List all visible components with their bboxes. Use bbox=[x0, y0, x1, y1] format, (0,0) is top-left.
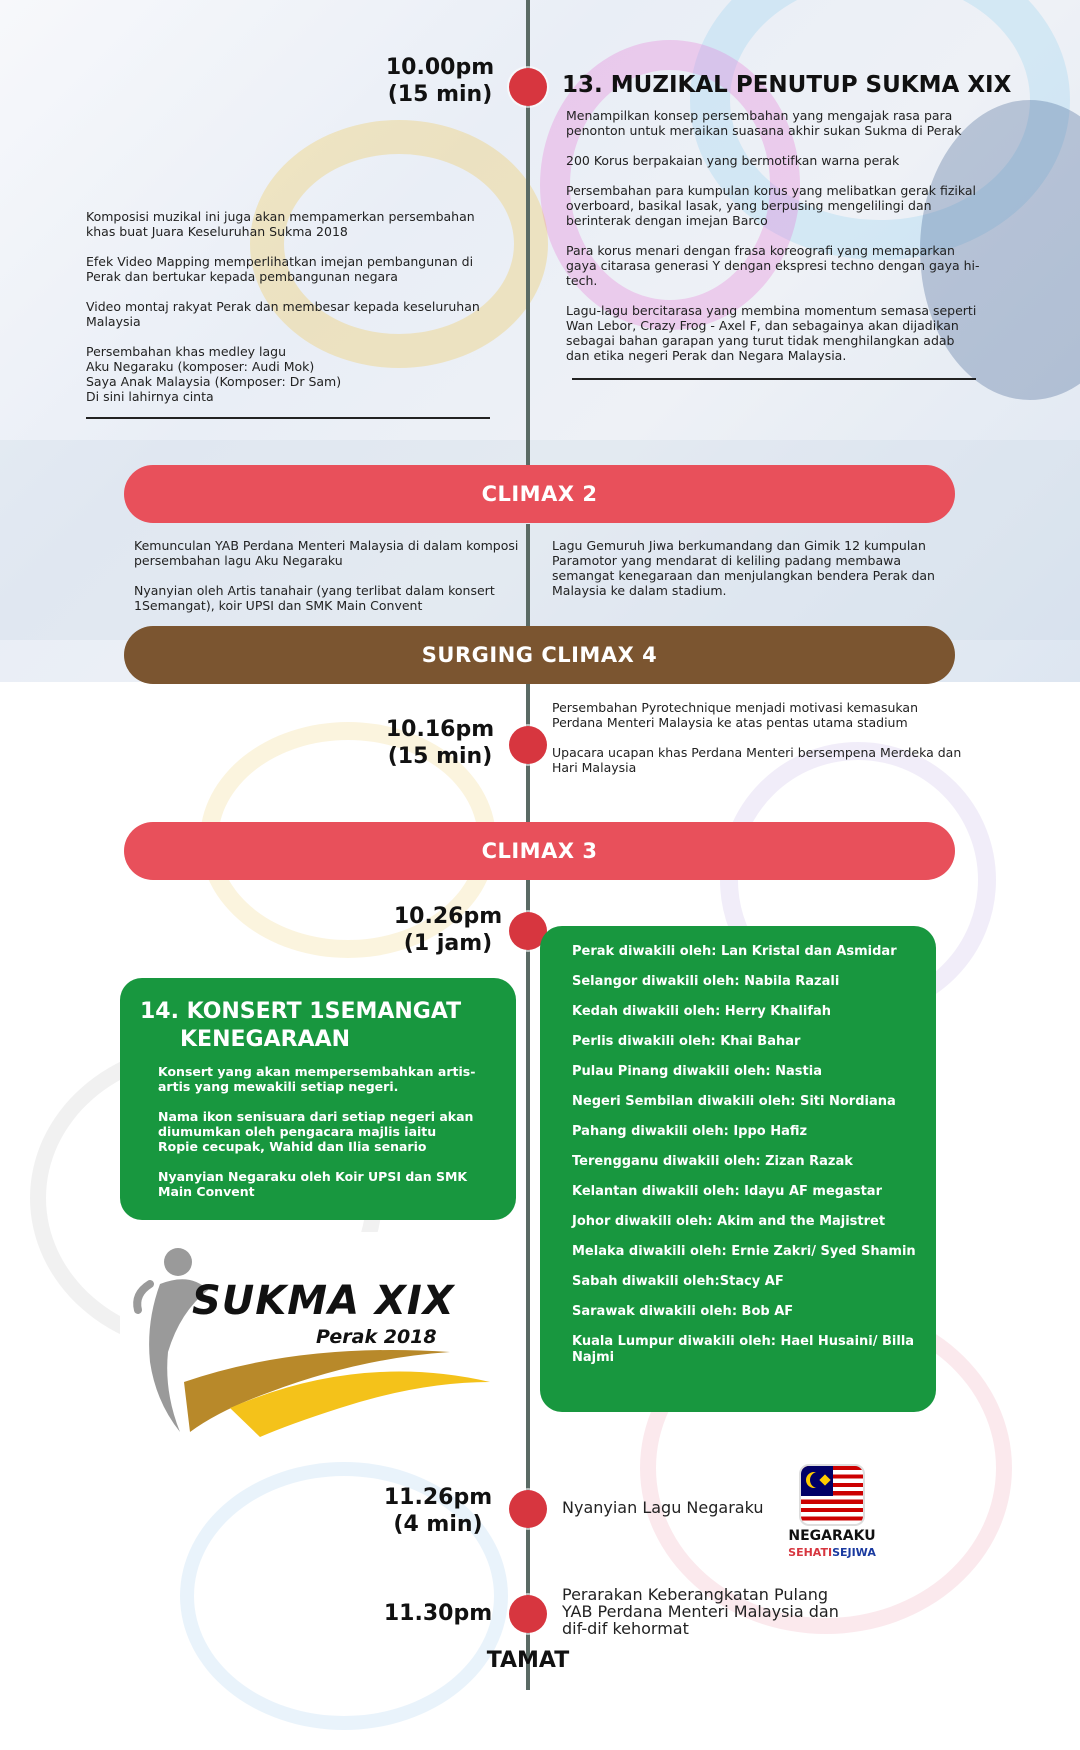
time-label: 10.16pm (15 min) bbox=[380, 716, 500, 770]
block13-left-text: Komposisi muzikal ini juga akan mempamer… bbox=[86, 209, 496, 404]
timeline-dot bbox=[509, 726, 547, 764]
sukma-logo-graphic bbox=[133, 1248, 490, 1437]
time-label: 11.26pm (4 min) bbox=[378, 1484, 498, 1538]
time-value: 10.26pm bbox=[393, 904, 503, 929]
surging-climax-banner: SURGING CLIMAX 4 bbox=[124, 626, 955, 684]
final-text: Perarakan Keberangkatan Pulang YAB Perda… bbox=[562, 1586, 839, 1637]
medley-line: Persembahan khas medley lagu bbox=[86, 344, 287, 359]
time-duration: (15 min) bbox=[387, 82, 493, 107]
paragraph: Nyanyian Negaraku oleh Koir UPSI dan SMK… bbox=[158, 1169, 468, 1199]
list-item: Perlis diwakili oleh: Khai Bahar bbox=[572, 1034, 801, 1049]
paragraph: Konsert yang akan mempersembahkan artis-… bbox=[158, 1064, 476, 1094]
paragraph: Persembahan Pyrotechnique menjadi motiva… bbox=[552, 700, 918, 730]
medley-line: Saya Anak Malaysia (Komposer: Dr Sam) bbox=[86, 374, 342, 389]
end-label: TAMAT bbox=[486, 1648, 570, 1673]
sukma-logo-title: SUKMA XIX bbox=[192, 1278, 455, 1324]
malaysia-flag-icon bbox=[799, 1464, 865, 1526]
paragraph: Nama ikon senisuara dari setiap negeri a… bbox=[158, 1109, 474, 1154]
timeline-dot bbox=[509, 1595, 547, 1633]
paragraph: Nyanyian oleh Artis tanahair (yang terli… bbox=[134, 583, 495, 613]
list-item: Sabah diwakili oleh:Stacy AF bbox=[572, 1274, 784, 1289]
medley-line: Aku Negaraku (komposer: Audi Mok) bbox=[86, 359, 315, 374]
konsert-card: 14. KONSERT 1SEMANGAT KENEGARAAN Konsert… bbox=[120, 978, 516, 1220]
list-item: Kedah diwakili oleh: Herry Khalifah bbox=[572, 1004, 832, 1019]
surging-text: Persembahan Pyrotechnique menjadi motiva… bbox=[552, 700, 962, 775]
list-item: Sarawak diwakili oleh: Bob AF bbox=[572, 1304, 794, 1319]
negaraku-badge: NEGARAKU SEHATISEJIWA bbox=[772, 1462, 892, 1562]
paragraph: 200 Korus berpakaian yang bermotifkan wa… bbox=[566, 153, 900, 168]
paragraph: Persembahan para kumpulan korus yang mel… bbox=[566, 183, 977, 228]
climax2-banner: CLIMAX 2 bbox=[124, 465, 955, 523]
list-item: Pahang diwakili oleh: Ippo Hafiz bbox=[572, 1124, 808, 1139]
list-item: Perak diwakili oleh: Lan Kristal dan Asm… bbox=[572, 944, 897, 959]
time-value: 10.00pm bbox=[385, 55, 495, 80]
paragraph: Lagu Gemuruh Jiwa berkumandang dan Gimik… bbox=[552, 538, 935, 598]
time-value: 11.26pm bbox=[383, 1485, 493, 1510]
divider bbox=[86, 417, 490, 419]
paragraph: Menampilkan konsep persembahan yang meng… bbox=[566, 108, 962, 138]
timeline-line bbox=[526, 880, 530, 1690]
time-duration: (15 min) bbox=[387, 744, 493, 769]
paragraph: Video montaj rakyat Perak dan membesar k… bbox=[86, 299, 480, 329]
list-item: Pulau Pinang diwakili oleh: Nastia bbox=[572, 1064, 822, 1079]
paragraph: Komposisi muzikal ini juga akan mempamer… bbox=[86, 209, 475, 239]
timeline-dot bbox=[509, 68, 547, 106]
section-title: 13. MUZIKAL PENUTUP SUKMA XIX bbox=[562, 72, 1012, 98]
time-duration: (1 jam) bbox=[403, 931, 493, 956]
list-item: Selangor diwakili oleh: Nabila Razali bbox=[572, 974, 840, 989]
paragraph: Lagu-lagu bercitarasa yang membina momen… bbox=[566, 303, 977, 363]
konsert-title-line: KENEGARAAN bbox=[180, 1027, 351, 1052]
list-item: Negeri Sembilan diwakili oleh: Siti Nord… bbox=[572, 1094, 896, 1109]
badge-sejiwa: SEJIWA bbox=[832, 1546, 876, 1559]
list-item: Kelantan diwakili oleh: Idayu AF megasta… bbox=[572, 1184, 882, 1199]
states-list: Perak diwakili oleh: Lan Kristal dan Asm… bbox=[572, 944, 932, 1365]
climax2-left-text: Kemunculan YAB Perdana Menteri Malaysia … bbox=[134, 538, 519, 613]
climax3-banner: CLIMAX 3 bbox=[124, 822, 955, 880]
konsert-title: 14. KONSERT 1SEMANGAT KENEGARAAN bbox=[140, 998, 461, 1054]
paragraph: Kemunculan YAB Perdana Menteri Malaysia … bbox=[134, 538, 519, 568]
konsert-text: Konsert yang akan mempersembahkan artis-… bbox=[158, 1064, 478, 1199]
negaraku-text: Nyanyian Lagu Negaraku bbox=[562, 1498, 764, 1517]
list-item: Johor diwakili oleh: Akim and the Majist… bbox=[572, 1214, 886, 1229]
timeline-dot bbox=[509, 1490, 547, 1528]
konsert-title-line: 14. KONSERT 1SEMANGAT bbox=[140, 999, 462, 1024]
climax2-right-text: Lagu Gemuruh Jiwa berkumandang dan Gimik… bbox=[552, 538, 952, 598]
negaraku-badge-subtitle: SEHATISEJIWA bbox=[772, 1546, 892, 1559]
sukma-logo: SUKMA XIX Perak 2018 bbox=[120, 1232, 508, 1448]
final-line: dif-dif kehormat bbox=[562, 1619, 689, 1638]
timeline-line bbox=[526, 0, 530, 465]
sukma-logo-subtitle: Perak 2018 bbox=[316, 1326, 437, 1348]
medley-line: Di sini lahirnya cinta bbox=[86, 389, 214, 404]
final-line: YAB Perdana Menteri Malaysia dan bbox=[562, 1602, 839, 1621]
time-label: 10.26pm (1 jam) bbox=[388, 903, 508, 957]
badge-sehati: SEHATI bbox=[788, 1546, 833, 1559]
block13-right-text: Menampilkan konsep persembahan yang meng… bbox=[566, 108, 981, 378]
list-item: Kuala Lumpur diwakili oleh: Hael Husaini… bbox=[572, 1334, 915, 1365]
paragraph: Para korus menari dengan frasa koreograf… bbox=[566, 243, 980, 288]
time-value: 11.30pm bbox=[383, 1601, 493, 1626]
final-line: Perarakan Keberangkatan Pulang bbox=[562, 1585, 829, 1604]
states-card: Perak diwakili oleh: Lan Kristal dan Asm… bbox=[540, 926, 936, 1412]
time-label: 10.00pm (15 min) bbox=[380, 54, 500, 108]
list-item: Melaka diwakili oleh: Ernie Zakri/ Syed … bbox=[572, 1244, 916, 1259]
time-duration: (4 min) bbox=[393, 1512, 483, 1537]
paragraph: Efek Video Mapping memperlihatkan imejan… bbox=[86, 254, 474, 284]
time-value: 10.16pm bbox=[385, 717, 495, 742]
negaraku-badge-title: NEGARAKU bbox=[788, 1528, 876, 1544]
list-item: Terengganu diwakili oleh: Zizan Razak bbox=[572, 1154, 853, 1169]
paragraph: Upacara ucapan khas Perdana Menteri bers… bbox=[552, 745, 962, 775]
divider bbox=[572, 378, 976, 380]
timeline-line bbox=[526, 524, 530, 627]
